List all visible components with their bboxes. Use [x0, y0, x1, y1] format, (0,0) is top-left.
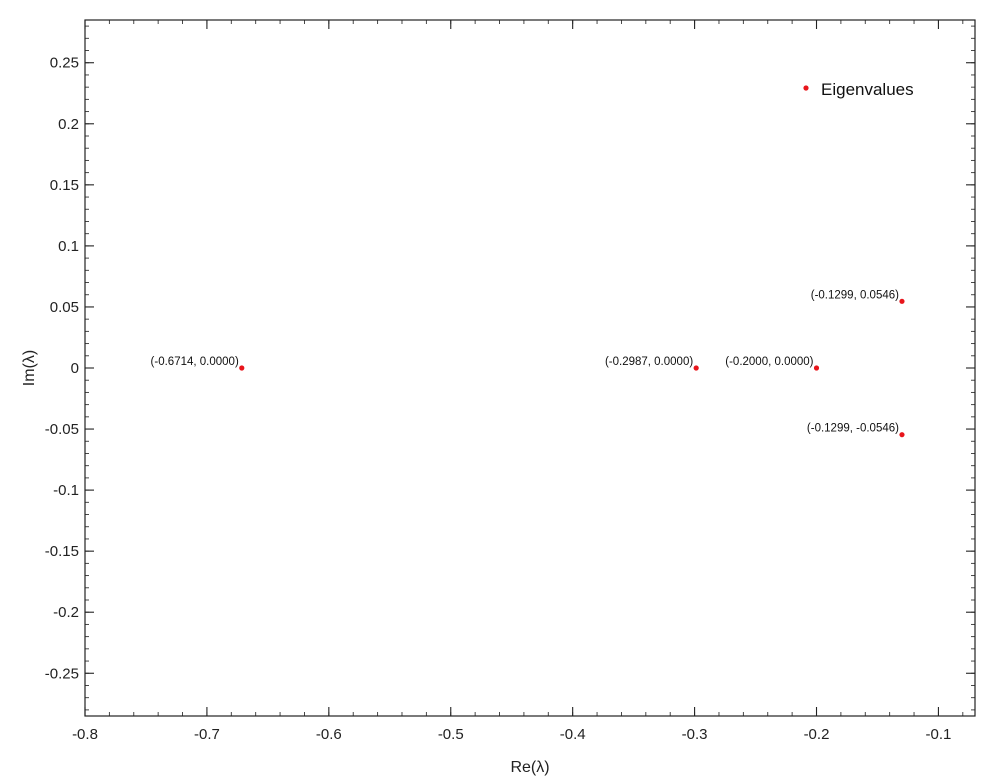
eigenvalue-point-label: (-0.2000, 0.0000)	[725, 356, 813, 368]
eigenvalue-point	[899, 298, 905, 304]
x-tick-label: -0.1	[925, 726, 951, 743]
y-tick-label: 0.05	[50, 299, 79, 316]
eigenvalue-point	[813, 365, 820, 371]
plot-frame	[84, 19, 976, 717]
y-tick-label: 0.1	[58, 238, 79, 255]
legend: Eigenvalues	[803, 80, 914, 99]
data-point-labels: (-0.6714, 0.0000) (-0.2987, 0.0000) (-0.20…	[151, 289, 900, 434]
x-tick-label: -0.5	[438, 726, 464, 743]
plot-area	[85, 20, 975, 716]
x-tick-label: -0.4	[560, 726, 586, 743]
eigenvalue-point-label: (-0.6714, 0.0000)	[151, 356, 239, 368]
eigenvalue-point	[239, 365, 245, 371]
x-tick-label: -0.6	[316, 726, 342, 743]
y-tick-label: 0	[71, 360, 79, 377]
x-tick-label: -0.2	[804, 726, 830, 743]
axis-ticks	[84, 20, 975, 716]
x-tick-labels: -0.8 -0.7 -0.6 -0.5 -0.4 -0.3 -0.2 -0.1	[72, 726, 951, 743]
eigenvalue-point-label: (-0.1299, -0.0546)	[807, 423, 899, 435]
y-tick-label: -0.05	[45, 421, 79, 438]
eigenvalue-point	[693, 365, 699, 371]
y-tick-label: 0.15	[50, 177, 79, 194]
data-points	[239, 298, 905, 438]
y-tick-labels: -0.25 -0.2 -0.15 -0.1 -0.05 0 0.05 0.1 0.15 0.2 0.…	[45, 55, 79, 683]
y-tick-label: -0.1	[53, 482, 79, 499]
y-tick-label: -0.2	[53, 604, 79, 621]
y-tick-label: 0.2	[58, 116, 79, 133]
y-tick-label: 0.25	[50, 55, 79, 72]
y-axis-label: Im(λ)	[21, 350, 38, 386]
y-tick-label: -0.15	[45, 543, 79, 560]
y-tick-label: -0.25	[45, 665, 79, 682]
x-axis-label: Re(λ)	[510, 759, 549, 776]
eigenvalue-point	[899, 432, 905, 438]
x-tick-label: -0.8	[72, 726, 98, 743]
eigenvalue-point-label: (-0.1299, 0.0546)	[811, 289, 899, 301]
x-tick-label: -0.7	[194, 726, 220, 743]
legend-label: Eigenvalues	[821, 80, 914, 99]
legend-marker	[803, 85, 809, 91]
eigenvalue-point-label: (-0.2987, 0.0000)	[605, 356, 693, 368]
x-tick-label: -0.3	[682, 726, 708, 743]
